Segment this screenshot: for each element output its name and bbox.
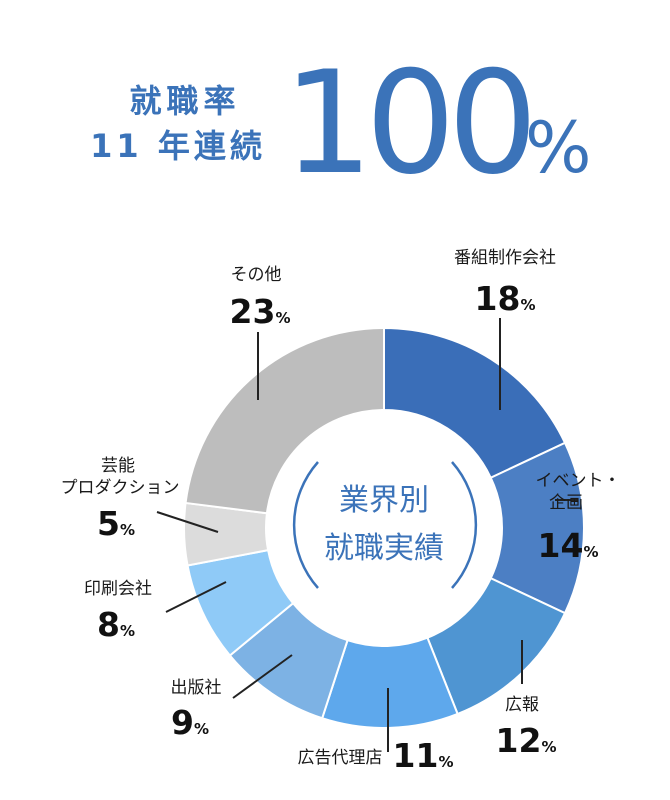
slice-label-印刷会社: 印刷会社 8% bbox=[84, 579, 152, 644]
slice-label-イベント企画: イベント・ 企画 14% bbox=[536, 471, 621, 565]
slice-label-出版社: 出版社 9% bbox=[171, 678, 222, 742]
slice-percent: 5% bbox=[97, 504, 135, 543]
center-label-line-1: 業界別 bbox=[339, 483, 429, 518]
leader-line-印刷会社 bbox=[165, 581, 227, 613]
center-bracket-left bbox=[292, 461, 319, 589]
slice-label-広告代理店: 広告代理店 11% bbox=[298, 736, 454, 775]
slice-percent: 12% bbox=[496, 721, 557, 760]
slice-label-text: 出版社 bbox=[171, 678, 222, 698]
slice-label-広報: 広報 12% bbox=[496, 695, 557, 760]
center-label-line-2: 就職実績 bbox=[324, 531, 444, 566]
pie-slice-その他 bbox=[184, 326, 385, 515]
slice-label-text: イベント・ bbox=[536, 471, 621, 491]
slice-label-text: 広告代理店 bbox=[298, 748, 383, 768]
pie-slice-番組制作会社 bbox=[383, 326, 567, 480]
slice-percent: 8% bbox=[97, 605, 135, 644]
slice-label-番組制作会社: 番組制作会社 18% bbox=[454, 248, 556, 318]
header-big-number: 100 bbox=[283, 41, 530, 206]
slice-label-text: 番組制作会社 bbox=[454, 248, 556, 268]
leader-lines bbox=[156, 318, 578, 752]
slice-label-text: 芸能 bbox=[101, 456, 135, 476]
slice-percent: 14% bbox=[538, 526, 599, 565]
header-line-2: 11 年連続 bbox=[90, 127, 266, 165]
slice-label-text: プロダクション bbox=[61, 478, 180, 498]
donut-slices bbox=[183, 326, 585, 729]
slice-label-text: 印刷会社 bbox=[84, 579, 152, 599]
leader-line-芸能プロダクション bbox=[156, 511, 219, 533]
header-line-1: 就職率 bbox=[129, 82, 240, 120]
slice-label-text: 広報 bbox=[505, 695, 539, 715]
slice-label-text: 企画 bbox=[549, 493, 583, 513]
slice-percent: 18% bbox=[475, 279, 536, 318]
slice-label-その他: その他 23% bbox=[230, 265, 291, 331]
header-big-unit: % bbox=[525, 107, 592, 189]
leader-line-出版社 bbox=[232, 654, 293, 699]
center-bracket-right bbox=[451, 461, 478, 589]
slice-label-text: その他 bbox=[231, 265, 282, 285]
slice-percent: 23% bbox=[230, 292, 291, 331]
slice-percent: 11% bbox=[393, 736, 454, 775]
slice-percent: 9% bbox=[171, 703, 209, 742]
slice-label-芸能プロダクション: 芸能 プロダクション 5% bbox=[61, 456, 180, 543]
